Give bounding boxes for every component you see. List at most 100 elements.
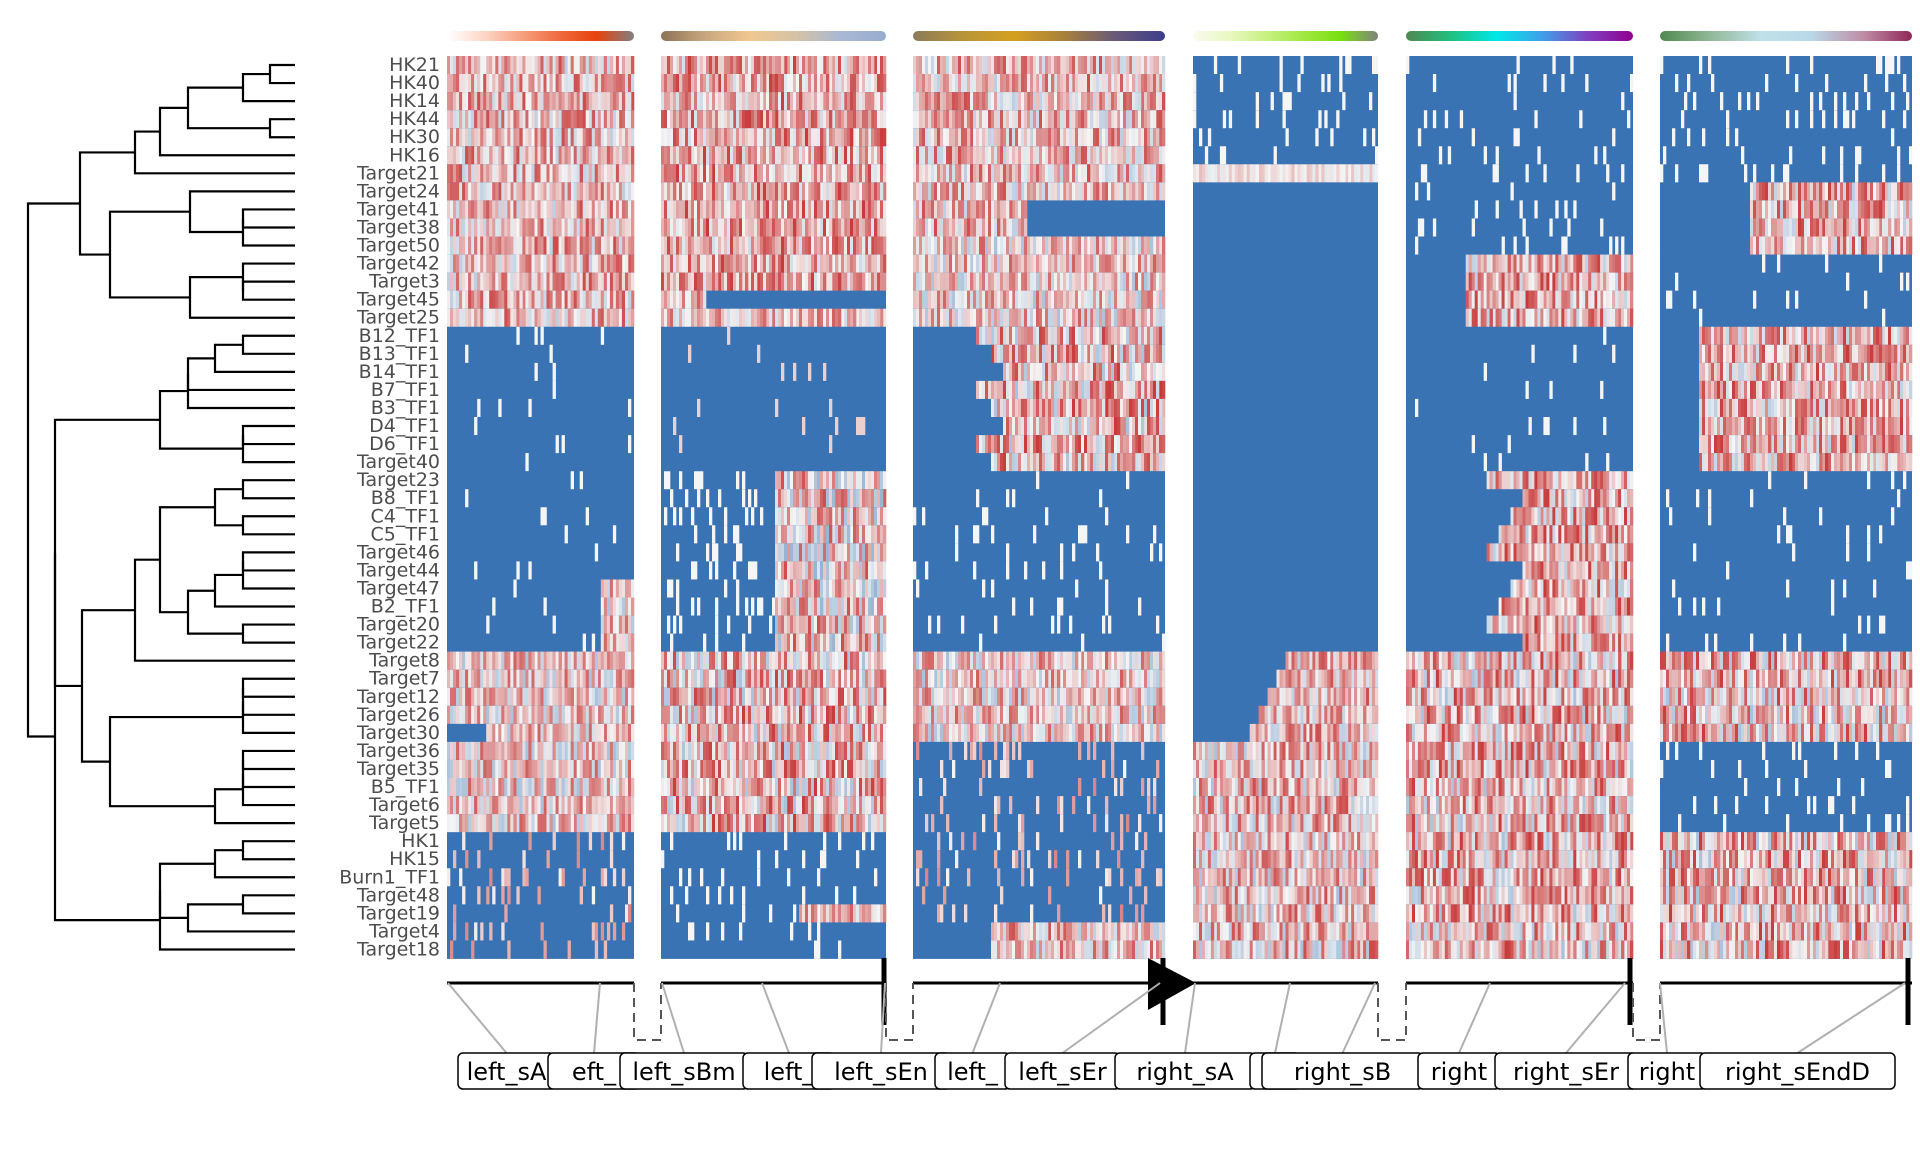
heatmap-cells: [1108, 254, 1112, 273]
heatmap-cells: [856, 128, 860, 147]
heatmap-cells: [712, 200, 716, 219]
heatmap-cells: [510, 164, 514, 183]
heatmap-cells: [799, 814, 803, 833]
heatmap-cells: [664, 146, 668, 165]
heatmap-cells: [853, 308, 857, 328]
heatmap-cells: [820, 687, 824, 707]
heatmap-cells: [1123, 398, 1127, 418]
heatmap-cells: [841, 633, 845, 652]
heatmap-cells: [973, 56, 977, 75]
heatmap-cells: [1009, 417, 1013, 436]
heatmap-cells: [754, 254, 758, 273]
heatmap-cells: [793, 146, 797, 165]
heatmap-cells: [462, 272, 466, 291]
heatmap-cells: [805, 904, 809, 923]
heatmap-cells: [844, 254, 848, 273]
heatmap-cells: [838, 92, 842, 111]
heatmap-cells: [1147, 110, 1151, 129]
heatmap-cells: [471, 778, 475, 797]
heatmap-cells: [952, 200, 956, 219]
heatmap-cells: [501, 272, 505, 291]
heatmap-cells: [631, 146, 635, 165]
heatmap-cells: [1108, 182, 1112, 201]
heatmap-cells: [606, 74, 611, 93]
heatmap-cells: [670, 74, 674, 93]
heatmap-cells: [1129, 308, 1133, 328]
heatmap-cells: [486, 308, 505, 328]
heatmap-cells: [1018, 326, 1022, 346]
heatmap-cells: [727, 687, 731, 707]
heatmap-cells: [862, 254, 866, 273]
heatmap-cells: [1021, 398, 1025, 418]
heatmap-cells: [835, 705, 839, 725]
heatmap-cells: [874, 579, 878, 598]
heatmap-cells: [1141, 110, 1145, 129]
row-dendrogram: [26, 63, 295, 951]
heatmap-cells: [814, 272, 818, 291]
heatmap-cells: [865, 904, 869, 923]
heatmap-cells: [474, 290, 478, 309]
heatmap-cells: [991, 272, 995, 291]
heatmap-cells: [766, 236, 770, 255]
heatmap-cells: [489, 128, 493, 147]
heatmap-cells: [1144, 326, 1148, 346]
heatmap-cells: [853, 778, 857, 797]
heatmap-cells: [724, 200, 728, 219]
heatmap-cells: [757, 218, 761, 237]
heatmap-cells: [579, 236, 583, 255]
heatmap-cells: [673, 146, 677, 165]
heatmap-cells: [612, 164, 617, 183]
heatmap-cells: [1069, 254, 1097, 273]
heatmap-cells: [844, 597, 848, 616]
heatmap-cells: [991, 344, 995, 364]
heatmap-cells: [1036, 110, 1040, 129]
heatmap-cells: [820, 597, 824, 616]
heatmap-cells: [1063, 56, 1067, 75]
heatmap-cells: [691, 92, 695, 111]
heatmap-cells: [874, 254, 878, 273]
heatmap-row: [661, 453, 886, 472]
heatmap-cells: [1048, 326, 1052, 346]
heatmap-cells: [564, 74, 568, 93]
heatmap-cells: [832, 471, 836, 490]
heatmap-cells: [588, 128, 593, 147]
heatmap-cells: [465, 705, 469, 725]
heatmap-cells: [1057, 236, 1061, 255]
heatmap-cells: [751, 308, 755, 328]
heatmap-cells: [847, 110, 851, 129]
heatmap-cells: [1054, 164, 1058, 183]
heatmap-cells: [667, 669, 671, 689]
heatmap-cells: [826, 110, 830, 129]
heatmap-cells: [537, 778, 541, 797]
heatmap-cells: [558, 290, 562, 309]
heatmap-cells: [856, 218, 860, 237]
heatmap-cells: [784, 633, 788, 652]
heatmap-cells: [928, 164, 932, 183]
heatmap-cells: [829, 489, 833, 508]
heatmap-cells: [628, 778, 632, 797]
heatmap-cells: [688, 723, 692, 743]
heatmap-cells: [862, 164, 866, 183]
heatmap-cells: [832, 904, 836, 923]
heatmap-cells: [865, 687, 869, 707]
heatmap-cells: [952, 164, 956, 183]
heatmap-cells: [952, 128, 956, 147]
heatmap-cells: [703, 741, 707, 761]
heatmap-cells: [579, 200, 583, 219]
heatmap-cells: [558, 254, 562, 273]
heatmap-cells: [922, 128, 926, 147]
heatmap-cells: [808, 128, 812, 147]
heatmap-cells: [558, 760, 562, 779]
heatmap-cells: [462, 290, 466, 309]
column-color-bar-6: [1660, 31, 1912, 41]
heatmap-cells: [727, 218, 731, 237]
heatmap-cells: [621, 218, 626, 237]
heatmap-cells: [453, 272, 457, 291]
heatmap-cells: [823, 796, 827, 815]
heatmap-cells: [1027, 254, 1031, 273]
heatmap-cells: [700, 146, 704, 165]
heatmap-cells: [880, 74, 884, 93]
heatmap-cells: [853, 272, 857, 291]
heatmap-cells: [868, 669, 872, 689]
heatmap-cells: [799, 92, 803, 111]
